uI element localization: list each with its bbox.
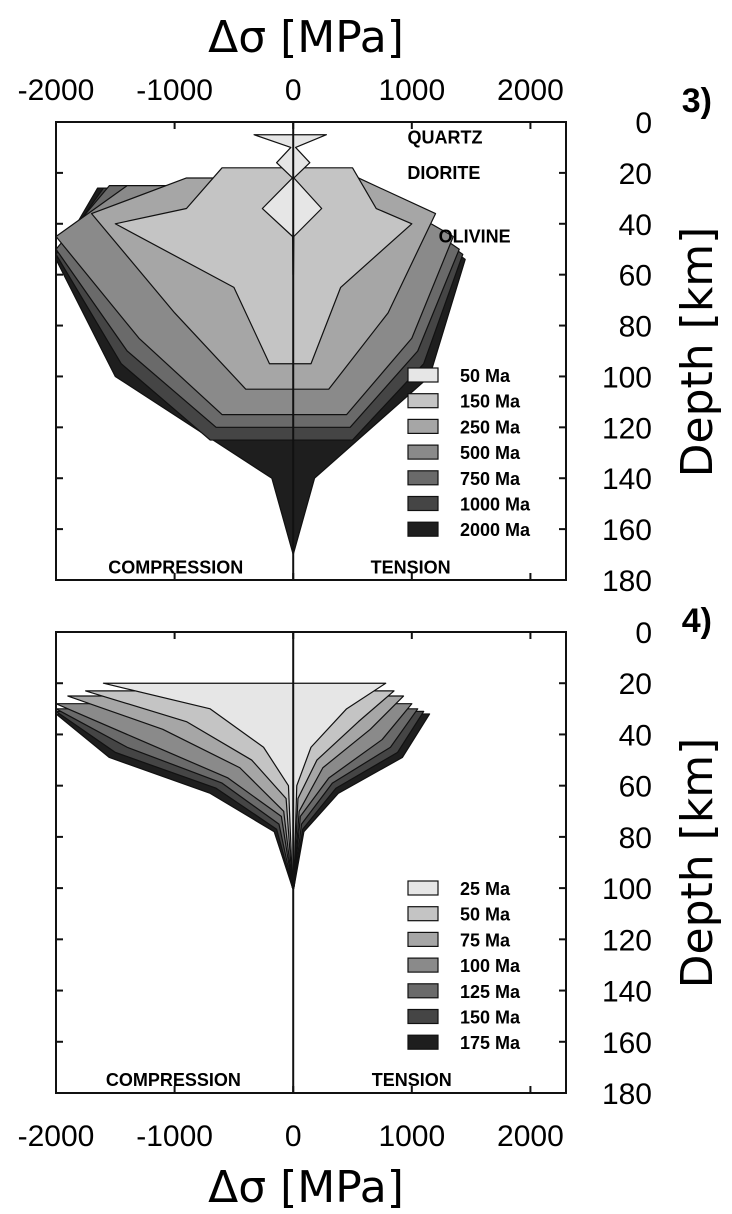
legend-label: 150 Ma <box>460 392 521 412</box>
legend-swatch <box>407 495 439 512</box>
y-tick-label: 20 <box>619 158 652 191</box>
top-x-tick-label: -2000 <box>18 74 95 107</box>
envelope-150-ma <box>114 167 413 365</box>
legend-swatch <box>407 1008 439 1025</box>
y-tick-label: 40 <box>619 209 652 242</box>
legend-swatch <box>407 470 439 486</box>
bottom-x-tick-label: -1000 <box>136 1120 213 1153</box>
legend-label: 50 Ma <box>460 366 511 386</box>
legend-label: 750 Ma <box>460 469 521 489</box>
top-x-tick-labels: -2000 -1000 0 1000 2000 <box>18 74 564 107</box>
panel-label-4: 4) <box>682 602 712 640</box>
y-tick-label: 60 <box>619 260 652 293</box>
y-tick-label: 100 <box>602 873 652 906</box>
bottom-x-tick-label: 0 <box>285 1120 302 1153</box>
top-x-tick-label: 2000 <box>497 74 564 107</box>
annotation-olivine: OLIVINE <box>439 227 511 247</box>
y-tick-label: 100 <box>602 361 652 394</box>
y-tick-label: 80 <box>619 822 652 855</box>
legend-label: 125 Ma <box>460 982 521 1002</box>
legend-label: 1000 Ma <box>460 495 531 515</box>
top-x-tick-label: -1000 <box>136 74 213 107</box>
annotation-compression: COMPRESSION <box>108 557 243 577</box>
y-tick-label: 120 <box>602 412 652 445</box>
legend-swatch <box>407 906 439 922</box>
legend-label: 25 Ma <box>460 879 511 899</box>
legend-label: 500 Ma <box>460 443 521 463</box>
annotation-quartz: QUARTZ <box>408 127 483 147</box>
annotation-tension: TENSION <box>372 1070 452 1090</box>
y-tick-label: 0 <box>635 617 652 650</box>
y-axis-title-panel-3: Depth [km] <box>672 227 723 478</box>
y-tick-label: 120 <box>602 924 652 957</box>
top-x-tick-label: 1000 <box>378 74 445 107</box>
legend-label: 100 Ma <box>460 956 521 976</box>
top-x-axis-title: Δσ [MPa] <box>208 12 404 63</box>
legend-swatch <box>407 880 439 896</box>
bottom-x-tick-labels: -2000 -1000 0 1000 2000 <box>18 1120 564 1153</box>
y-tick-label: 140 <box>602 463 652 496</box>
legend-label: 150 Ma <box>460 1008 521 1028</box>
legend-swatch <box>407 957 439 973</box>
y-tick-label: 180 <box>602 565 652 598</box>
y-tick-label: 140 <box>602 976 652 1009</box>
y-tick-label: 180 <box>602 1078 652 1111</box>
y-tick-label: 0 <box>635 107 652 140</box>
legend-label: 250 Ma <box>460 417 521 437</box>
bottom-x-tick-label: 2000 <box>497 1120 564 1153</box>
legend-label: 75 Ma <box>460 930 511 950</box>
y-tick-label: 80 <box>619 311 652 344</box>
y-tick-label: 40 <box>619 719 652 752</box>
bottom-x-tick-label: -2000 <box>18 1120 95 1153</box>
legend-swatch <box>407 983 439 999</box>
bottom-x-tick-label: 1000 <box>378 1120 445 1153</box>
y-tick-label: 20 <box>619 668 652 701</box>
bottom-x-axis-title: Δσ [MPa] <box>208 1162 404 1213</box>
annotation-tension: TENSION <box>371 557 451 577</box>
legend-swatch <box>407 393 439 409</box>
y-axis-title-panel-4: Depth [km] <box>672 738 723 989</box>
annotation-diorite: DIORITE <box>407 163 480 183</box>
legend-swatch <box>407 931 439 948</box>
y-tick-label: 160 <box>602 514 652 547</box>
legend-swatch <box>407 1034 439 1050</box>
y-tick-label: 60 <box>619 771 652 804</box>
legend-label: 2000 Ma <box>460 520 531 540</box>
top-x-tick-label: 0 <box>285 74 302 107</box>
annotation-compression: COMPRESSION <box>106 1070 241 1090</box>
legend-swatch <box>407 418 439 434</box>
legend-swatch <box>407 444 439 460</box>
legend-swatch <box>407 521 439 537</box>
legend-label: 50 Ma <box>460 905 511 925</box>
legend-swatch <box>407 367 439 383</box>
legend-label: 175 Ma <box>460 1033 521 1053</box>
panel-label-3: 3) <box>682 82 712 120</box>
y-tick-label: 160 <box>602 1027 652 1060</box>
panel-3: 3) Depth [km] 0 20 40 60 80 100 120 140 160 180 QU… <box>55 82 723 598</box>
panel-4: 4) Depth [km] 0 20 40 60 80 100 120 140 160 180 CO… <box>55 602 723 1111</box>
